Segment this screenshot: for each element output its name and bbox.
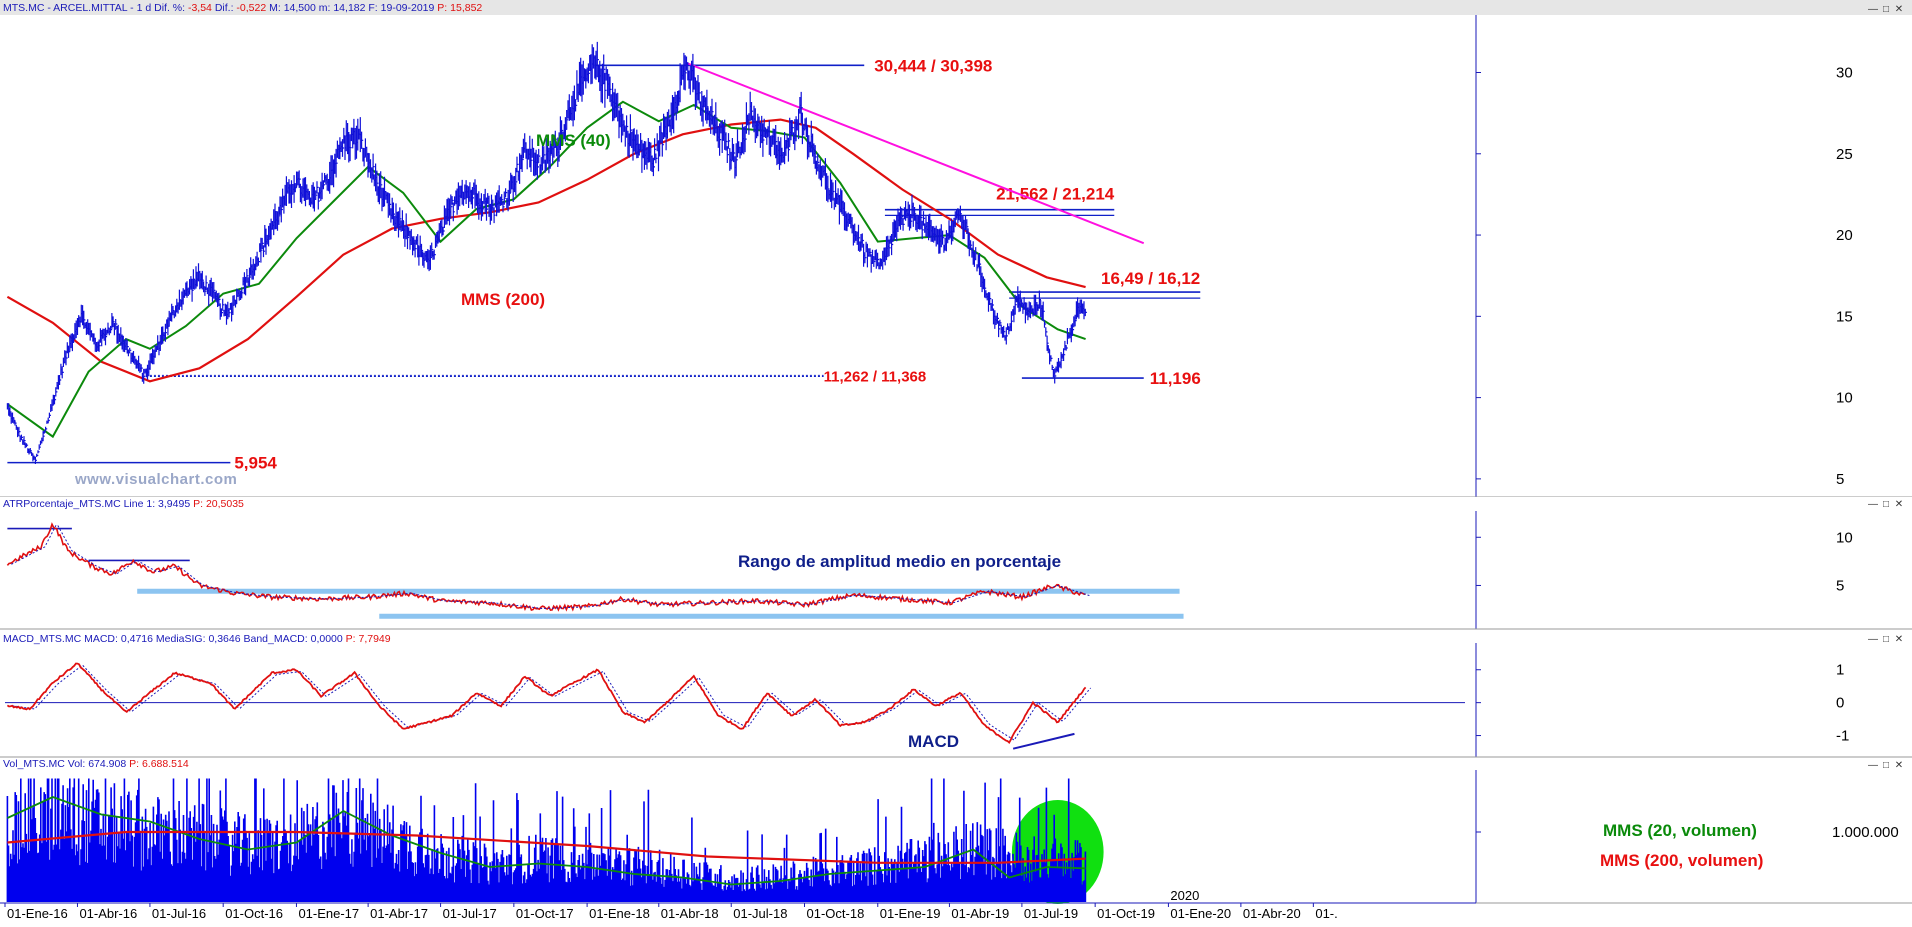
close-icon[interactable]: ✕ (1895, 760, 1903, 771)
x-axis: 01-Ene-16 01-Abr-16 01-Jul-16 01-Oct-16 01-E… (0, 888, 1476, 921)
volume-mms20-line (7, 796, 1086, 886)
close-icon[interactable]: ✕ (1895, 634, 1903, 645)
atr-signal-line (11, 524, 1090, 610)
y-tick-label: 10 (1836, 529, 1853, 546)
x-tick-label: 01-Ene-19 (880, 906, 941, 921)
y-tick-label: -1 (1836, 728, 1849, 745)
maximize-icon[interactable]: □ (1883, 4, 1889, 15)
y-tick-label: 5 (1836, 577, 1844, 594)
volume-y-axis: 1.000.000 (1476, 824, 1899, 841)
macd-title: MACD (908, 732, 959, 751)
macd-line (6, 662, 1087, 745)
x-tick-label: 01-Oct-17 (516, 906, 574, 921)
level-label: 30,444 / 30,398 (874, 56, 992, 75)
close-icon[interactable]: ✕ (1895, 4, 1903, 15)
price-panel-header-bar (0, 0, 1912, 15)
y-tick-label: 1.000.000 (1832, 824, 1899, 841)
y-tick-label: 10 (1836, 390, 1853, 407)
y-tick-label: 5 (1836, 471, 1844, 488)
x-tick-label: 01-Oct-16 (225, 906, 283, 921)
volume-panel: Vol_MTS.MC Vol: 674.908 P: 6.688.514 — □ ✕… (3, 758, 1903, 904)
macd-divergence-line (1012, 732, 1075, 750)
price-panel-header: MTS.MC - ARCEL.MITTAL - 1 d Dif. %: -3,5… (3, 2, 482, 14)
level-label: 16,49 / 16,12 (1101, 269, 1200, 288)
x-tick-label: 01-Abr-20 (1243, 906, 1301, 921)
x-tick-label: 01-Abr-16 (79, 906, 137, 921)
atr-y-axis: 10 5 (1476, 529, 1853, 594)
price-mms200-line (6, 118, 1086, 383)
macd-y-axis: 1 0 -1 (1476, 662, 1849, 745)
volume-panel-header: Vol_MTS.MC Vol: 674.908 P: 6.688.514 (3, 758, 189, 770)
atr-bands (7, 527, 1184, 619)
x-tick-label: 01-Ene-18 (589, 906, 650, 921)
volume-panel-window-controls[interactable]: — □ ✕ (1868, 760, 1903, 771)
price-panel: MTS.MC - ARCEL.MITTAL - 1 d Dif. %: -3,5… (0, 0, 1912, 488)
volume-mms200-line (7, 830, 1086, 864)
y-tick-label: 15 (1836, 308, 1853, 325)
price-panel-window-controls[interactable]: — □ ✕ (1868, 4, 1903, 15)
level-label: 21,562 / 21,214 (996, 185, 1115, 204)
level-label: 11,196 (1150, 369, 1201, 388)
atr-line (6, 522, 1086, 612)
x-tick-label: 01-. (1315, 906, 1337, 921)
x-tick-label: 01-Jul-19 (1024, 906, 1078, 921)
y-tick-label: 1 (1836, 662, 1844, 679)
volume-mms20-label: MMS (20, volumen) (1603, 821, 1757, 840)
x-tick-label: 01-Ene-16 (7, 906, 68, 921)
x-tick-label: 01-Abr-18 (661, 906, 719, 921)
x-tick-label: 01-Ene-17 (298, 906, 359, 921)
y-tick-label: 25 (1836, 146, 1853, 163)
minimize-icon[interactable]: — (1868, 4, 1878, 15)
level-label: 5,954 (234, 454, 277, 473)
y-tick-label: 20 (1836, 227, 1853, 244)
y-tick-label: 30 (1836, 65, 1853, 82)
x-year-marker: 2020 (1170, 888, 1199, 903)
x-tick-label: 01-Oct-18 (807, 906, 865, 921)
mms40-annotation: MMS (40) (536, 131, 611, 150)
price-bars-series (6, 41, 1087, 464)
x-tick-label: 01-Jul-18 (733, 906, 787, 921)
price-y-axis: 30 25 20 15 10 5 (1476, 65, 1853, 488)
x-tick-label: 01-Jul-17 (443, 906, 497, 921)
x-tick-label: 01-Jul-16 (152, 906, 206, 921)
maximize-icon[interactable]: □ (1883, 499, 1889, 510)
atr-panel-window-controls[interactable]: — □ ✕ (1868, 499, 1903, 510)
x-tick-label: 01-Oct-19 (1097, 906, 1155, 921)
x-tick-label: 01-Abr-17 (370, 906, 428, 921)
price-support-resistance-levels: 30,444 / 30,398 21,562 / 21,214 16,49 / 16… (7, 56, 1201, 473)
maximize-icon[interactable]: □ (1883, 760, 1889, 771)
atr-title: Rango de amplitud medio en porcentaje (738, 552, 1061, 571)
mms200-annotation: MMS (200) (461, 290, 545, 309)
price-trendline (685, 61, 1145, 245)
macd-panel: MACD_MTS.MC MACD: 0,4716 MediaSIG: 0,364… (3, 633, 1903, 751)
volume-mms200-label: MMS (200, volumen) (1600, 851, 1763, 870)
macd-panel-header: MACD_MTS.MC MACD: 0,4716 MediaSIG: 0,364… (3, 633, 391, 645)
atr-panel: ATRPorcentaje_MTS.MC Line 1: 3,9495 P: 2… (0, 497, 1912, 619)
minimize-icon[interactable]: — (1868, 760, 1878, 771)
x-tick-label: 01-Ene-20 (1170, 906, 1231, 921)
level-label: 11,262 / 11,368 (824, 368, 927, 385)
watermark: www.visualchart.com (74, 471, 237, 488)
maximize-icon[interactable]: □ (1883, 634, 1889, 645)
macd-panel-window-controls[interactable]: — □ ✕ (1868, 634, 1903, 645)
minimize-icon[interactable]: — (1868, 499, 1878, 510)
x-tick-label: 01-Abr-19 (951, 906, 1009, 921)
close-icon[interactable]: ✕ (1895, 499, 1903, 510)
y-tick-label: 0 (1836, 695, 1844, 712)
atr-panel-header: ATRPorcentaje_MTS.MC Line 1: 3,9495 P: 2… (3, 498, 244, 510)
minimize-icon[interactable]: — (1868, 634, 1878, 645)
